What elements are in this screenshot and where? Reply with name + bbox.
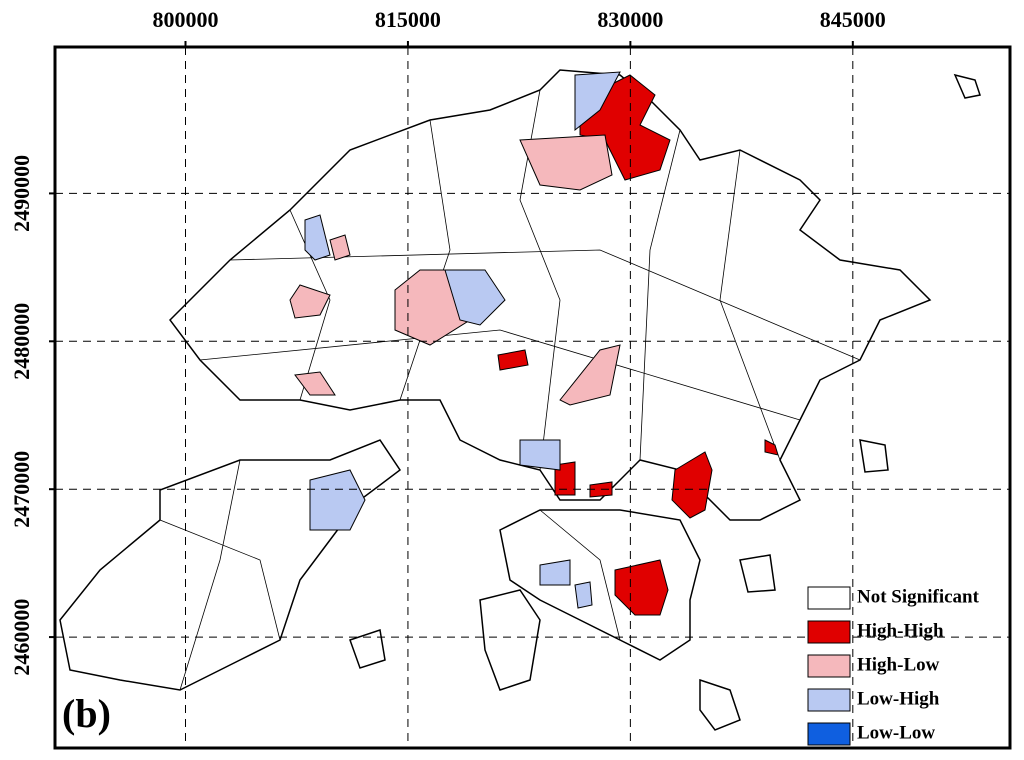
x-tick-label: 800000 (152, 7, 218, 32)
y-tick-label: 2490000 (9, 155, 34, 232)
legend-label: High-High (857, 620, 944, 641)
land-outline (739, 554, 776, 593)
legend-label: Low-High (857, 688, 940, 709)
district-boundary (289, 209, 331, 401)
cluster-region (497, 349, 529, 371)
legend-swatch (807, 722, 851, 746)
district-boundary (399, 119, 451, 401)
district-boundary (159, 519, 281, 641)
legend-label: Low-Low (857, 722, 935, 743)
cluster-region (764, 439, 779, 456)
cluster-region (444, 269, 506, 326)
cluster-region (519, 439, 561, 471)
land-outline (479, 589, 541, 691)
grid-layer (49, 41, 1010, 748)
cluster-region (559, 344, 621, 406)
cluster-region (304, 214, 331, 261)
land-outline (169, 69, 932, 521)
district-boundary (639, 129, 681, 461)
x-tick-label: 845000 (820, 7, 886, 32)
cluster-region (294, 371, 336, 396)
cluster-region (309, 469, 366, 531)
legend-swatch (807, 586, 851, 610)
land-outline (699, 678, 741, 731)
district-boundary (179, 459, 241, 691)
map-frame (53, 45, 1012, 750)
land-outline (859, 439, 889, 473)
cluster-region (574, 71, 621, 132)
district-boundary (229, 249, 861, 361)
panel-label: (b) (62, 691, 111, 736)
x-tick-label: 830000 (597, 7, 663, 32)
land-outline (349, 629, 386, 669)
land-outline (499, 509, 701, 661)
cluster-region (329, 234, 351, 261)
cluster-region (574, 581, 593, 609)
legend-swatch (807, 688, 851, 712)
legend-label: Not Significant (857, 586, 980, 607)
y-tick-label: 2460000 (9, 599, 34, 676)
district-boundary (719, 149, 781, 461)
y-tick-label: 2480000 (9, 303, 34, 380)
cluster-region (614, 559, 669, 616)
y-tick-label: 2470000 (9, 451, 34, 528)
legend-swatch (807, 654, 851, 678)
district-boundary (539, 509, 621, 641)
district-boundary (199, 329, 801, 421)
land-outline (953, 73, 981, 99)
legend-label: High-Low (857, 654, 940, 675)
cluster-region (539, 559, 571, 586)
land-layer (59, 69, 981, 731)
cluster-region (671, 451, 713, 519)
cluster-region (519, 134, 613, 191)
x-tick-label: 815000 (375, 7, 441, 32)
cluster-region (289, 284, 331, 319)
legend-swatch (807, 620, 851, 644)
